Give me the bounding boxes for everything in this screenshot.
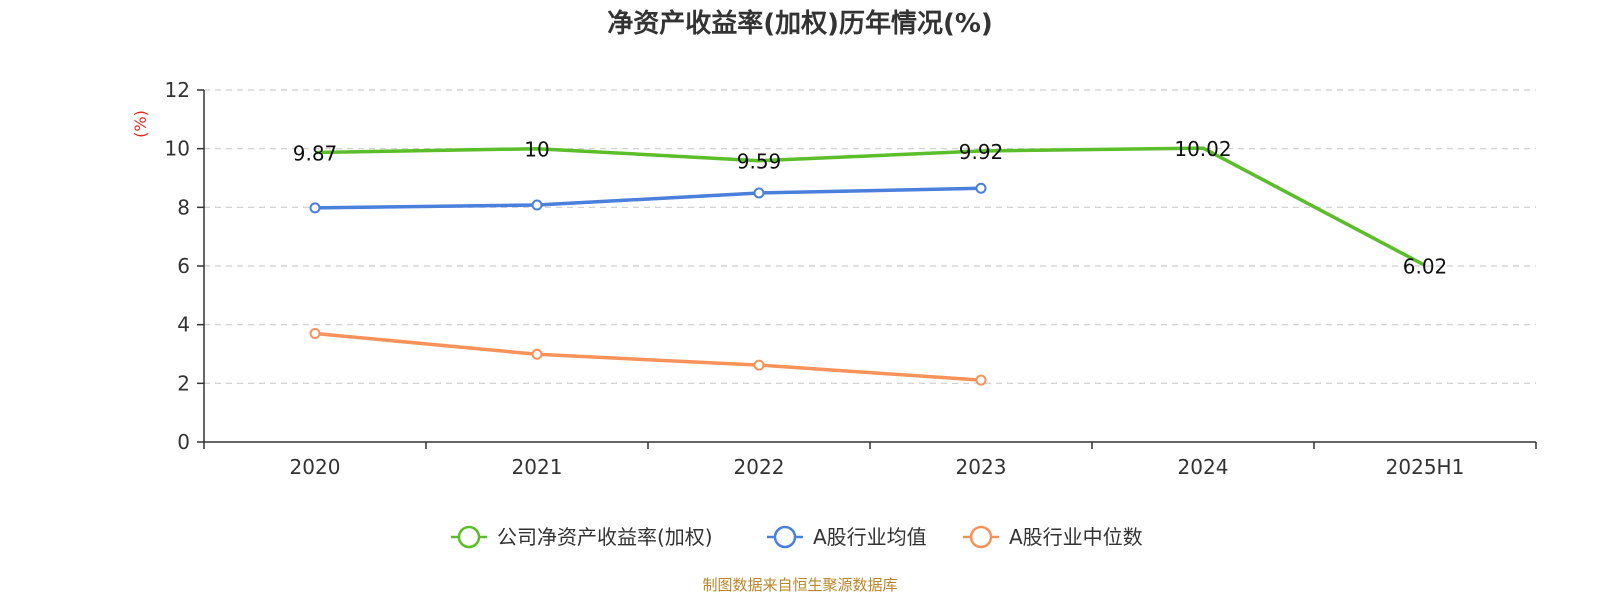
grid-lines [204,89,1536,384]
data-labels: 9.87 10 9.59 9.92 10.02 6.02 [293,137,1448,278]
x-tick-label: 2024 [1178,455,1229,479]
data-point[interactable] [753,359,765,371]
chart-title: 净资产收益率(加权)历年情况(%) [607,8,993,39]
y-tick-label: 10 [165,137,190,161]
data-point[interactable] [975,182,987,194]
y-axis-unit-label: (%) [131,110,150,138]
x-tick-label: 2022 [734,455,785,479]
x-tick-label: 2023 [956,455,1007,479]
legend-label: A股行业均值 [813,525,927,549]
legend[interactable]: 公司净资产收益率(加权) A股行业均值 A股行业中位数 [451,525,1143,549]
data-point[interactable] [531,199,543,211]
source-note: 制图数据来自恒生聚源数据库 [702,576,897,594]
series-group [309,146,1426,386]
legend-item-2[interactable]: A股行业中位数 [963,525,1143,549]
data-label: 6.02 [1403,254,1448,278]
legend-item-0[interactable]: 公司净资产收益率(加权) [451,525,713,549]
x-tick-label: 2025H1 [1386,455,1465,479]
legend-item-1[interactable]: A股行业均值 [767,525,927,549]
legend-marker [969,525,993,549]
legend-label: 公司净资产收益率(加权) [497,525,713,549]
data-label: 10.02 [1174,137,1231,161]
data-label: 9.87 [293,141,338,165]
x-tick-label: 2021 [512,455,563,479]
data-point[interactable] [531,348,543,360]
data-point[interactable] [975,374,987,386]
y-tick-label: 12 [165,78,190,102]
axes: 0 2 4 6 8 10 12 2020 2021 2022 2023 2024 2025H1 [165,78,1537,479]
y-tick-label: 6 [177,254,190,278]
legend-marker [773,525,797,549]
legend-label: A股行业中位数 [1009,525,1143,549]
series-line-1 [314,186,982,210]
y-tick-label: 2 [177,371,190,395]
data-label: 9.92 [959,140,1004,164]
y-tick-label: 8 [177,195,190,219]
data-label: 9.59 [737,150,782,174]
y-tick-label: 0 [177,430,190,454]
data-point[interactable] [753,187,765,199]
data-point[interactable] [309,202,321,214]
y-tick-label: 4 [177,313,190,337]
data-point[interactable] [309,327,321,339]
legend-marker [457,525,481,549]
series-line-0 [314,146,1426,267]
data-label: 10 [524,138,549,162]
x-tick-label: 2020 [290,455,341,479]
series-line-2 [314,331,982,382]
